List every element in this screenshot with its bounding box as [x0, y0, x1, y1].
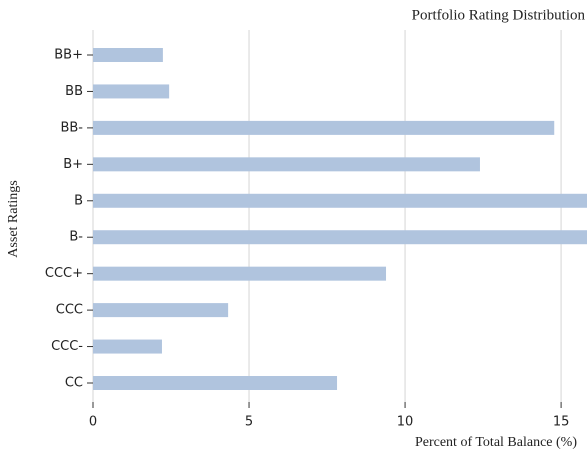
bar	[93, 157, 480, 172]
y-tick-label: B	[74, 193, 83, 208]
chart-title: Portfolio Rating Distribution	[412, 7, 586, 23]
bar	[93, 193, 587, 208]
y-tick-label: CCC+	[45, 266, 83, 281]
bar	[93, 84, 170, 99]
bar	[93, 266, 387, 281]
x-axis-label: Percent of Total Balance (%)	[415, 435, 577, 450]
y-axis-label: Asset Ratings	[6, 180, 21, 257]
y-tick-label: BB	[65, 84, 83, 99]
x-tick-label: 15	[553, 415, 570, 430]
bar	[93, 120, 555, 135]
bar	[93, 230, 587, 245]
bar	[93, 339, 162, 354]
y-tick-label: BB-	[60, 120, 83, 135]
y-tick-label: CC	[65, 376, 83, 391]
y-tick-label: B+	[63, 157, 83, 172]
bar	[93, 303, 229, 318]
y-tick-label: B-	[69, 230, 83, 245]
bar	[93, 48, 163, 62]
x-tick-label: 5	[245, 415, 253, 430]
bar	[93, 376, 338, 390]
y-tick-label: CCC	[56, 303, 83, 318]
x-tick-label: 10	[397, 415, 414, 430]
y-tick-label: CCC-	[51, 339, 83, 354]
plot-area	[93, 48, 587, 390]
x-tick-label: 0	[89, 415, 97, 430]
y-tick-label: BB+	[54, 48, 83, 63]
